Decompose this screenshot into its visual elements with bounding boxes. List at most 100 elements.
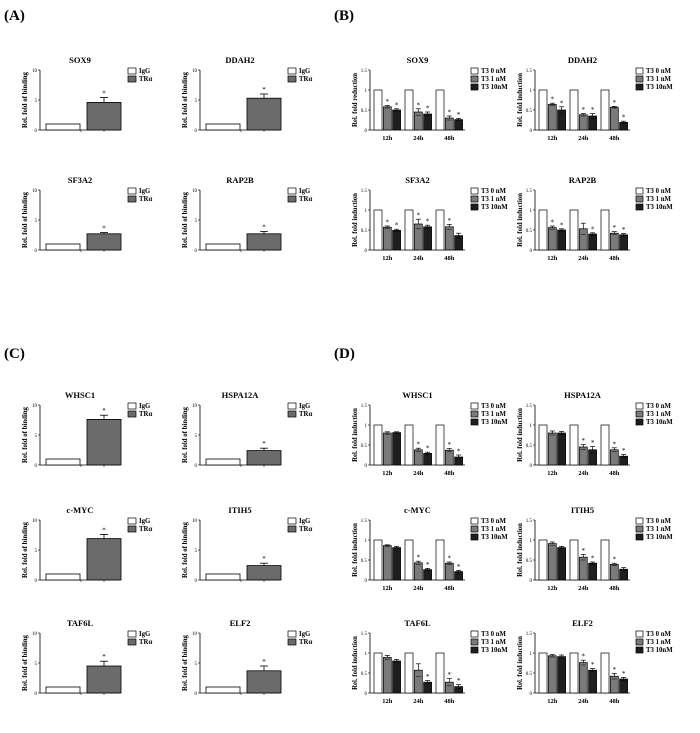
y-tick-label: 0	[35, 579, 38, 584]
x-tick-label: 12h	[547, 698, 558, 705]
bar-0-2	[557, 432, 566, 466]
bar-0-1	[547, 655, 557, 694]
y-tick-label: 0	[530, 579, 533, 584]
significance-marker: *	[582, 437, 586, 445]
legend-label: T3 10nM	[646, 534, 673, 541]
y-tick-label: 1.5	[361, 404, 368, 409]
x-tick-label: 12h	[382, 135, 393, 142]
y-tick-label: 1.5	[361, 189, 368, 194]
significance-marker: *	[613, 666, 617, 674]
bar-0-2	[392, 432, 401, 466]
x-tick-label: 48h	[609, 255, 620, 262]
bar-igg	[205, 686, 241, 694]
bar-igg	[45, 573, 81, 581]
legend-label: IgG	[299, 631, 311, 638]
y-tick-label: 1.5	[526, 632, 533, 637]
legend-swatch	[287, 195, 297, 203]
y-tick-label: 1	[365, 89, 368, 94]
y-tick-label: 10	[32, 69, 38, 74]
significance-marker: *	[417, 554, 421, 562]
significance-marker: *	[426, 673, 430, 681]
chart-title: ITIH5	[228, 505, 251, 515]
y-axis-label: Rel. fold reduction	[352, 73, 359, 127]
bar-2-2	[454, 686, 463, 694]
chart-title: ITIH5	[571, 505, 594, 515]
significance-marker: *	[551, 96, 555, 104]
bar-2-0	[600, 424, 610, 466]
y-tick-label: 0	[35, 129, 38, 134]
bar-tra	[246, 670, 282, 694]
y-tick-label: 0.5	[361, 109, 368, 114]
legend-label: T3 0 nM	[646, 631, 672, 638]
legend-label: T3 1 nM	[646, 196, 672, 203]
legend-label: T3 0 nM	[481, 403, 507, 410]
chart-title: WHSC1	[402, 390, 432, 400]
legend-label: T3 1 nM	[646, 411, 672, 418]
legend-label: IgG	[139, 68, 151, 75]
bar-1-2	[588, 562, 597, 581]
y-tick-label: 0.5	[526, 109, 533, 114]
legend-swatch	[127, 195, 137, 203]
x-tick-label: 12h	[382, 470, 393, 477]
bar-1-0	[404, 652, 414, 694]
legend-label: T3 10nM	[646, 204, 673, 211]
bar-tra	[86, 538, 122, 581]
legend-swatch	[470, 533, 479, 541]
significance-marker: *	[426, 218, 430, 226]
y-tick-label: 0.5	[526, 444, 533, 449]
legend-label: TRα	[139, 411, 152, 418]
chart-title: SF3A2	[405, 175, 430, 185]
y-tick-label: 0	[35, 249, 38, 254]
bar-0-0	[373, 652, 383, 694]
bar-tra	[246, 565, 282, 581]
bar-1-1	[413, 111, 423, 131]
bar-0-0	[373, 89, 383, 131]
chart-title: HSPA12A	[564, 390, 602, 400]
x-tick-label: 12h	[382, 698, 393, 705]
x-tick-label: 24h	[578, 585, 589, 592]
bar-igg	[205, 123, 241, 131]
legend-label: T3 10nM	[481, 419, 508, 426]
bar-2-0	[600, 539, 610, 581]
bar-0-1	[382, 226, 392, 251]
y-axis-label: Rel. fold induction	[517, 73, 524, 127]
y-tick-label: 1.5	[526, 404, 533, 409]
y-tick-label: 0	[365, 579, 368, 584]
legend-label: T3 1 nM	[481, 76, 507, 83]
legend-swatch	[127, 517, 137, 525]
significance-marker: *	[560, 99, 564, 107]
bar-1-2	[588, 449, 597, 466]
significance-marker: *	[102, 407, 106, 415]
chart-title: HSPA12A	[222, 390, 260, 400]
bar-tra	[246, 233, 282, 251]
y-tick-label: 5	[35, 99, 38, 104]
x-tick-label: 48h	[609, 585, 620, 592]
legend-swatch	[470, 203, 479, 211]
bar-1-2	[588, 233, 597, 251]
legend-swatch	[287, 187, 297, 195]
y-tick-label: 0	[365, 249, 368, 254]
bar-0-2	[392, 547, 401, 581]
x-tick-label: 24h	[413, 135, 424, 142]
bar-0-1	[382, 432, 392, 466]
bar-igg	[45, 686, 81, 694]
legend-swatch	[287, 517, 297, 525]
legend-label: IgG	[139, 631, 151, 638]
chart-19: ELF2 Rel. fold induction 0 0.5 1 1.5 12h 24h * * 4…	[517, 618, 673, 705]
legend-label: IgG	[299, 68, 311, 75]
bar-1-1	[413, 223, 423, 251]
legend-swatch	[287, 410, 297, 418]
chart-title: TAF6L	[404, 618, 431, 628]
chart-15: HSPA12A Rel. fold induction 0 0.5 1 1.5 12h 24h…	[517, 390, 673, 477]
chart-5: DDAH2 Rel. fold induction 0 0.5 1 1.5 12h * * 24h…	[517, 55, 673, 142]
significance-marker: *	[448, 671, 452, 679]
bar-2-0	[435, 209, 445, 251]
bar-0-1	[382, 545, 392, 581]
y-tick-label: 0	[195, 692, 198, 697]
y-tick-label: 1	[530, 209, 533, 214]
bar-0-1	[547, 432, 557, 466]
legend-label: T3 1 nM	[481, 196, 507, 203]
y-tick-label: 0	[195, 579, 198, 584]
